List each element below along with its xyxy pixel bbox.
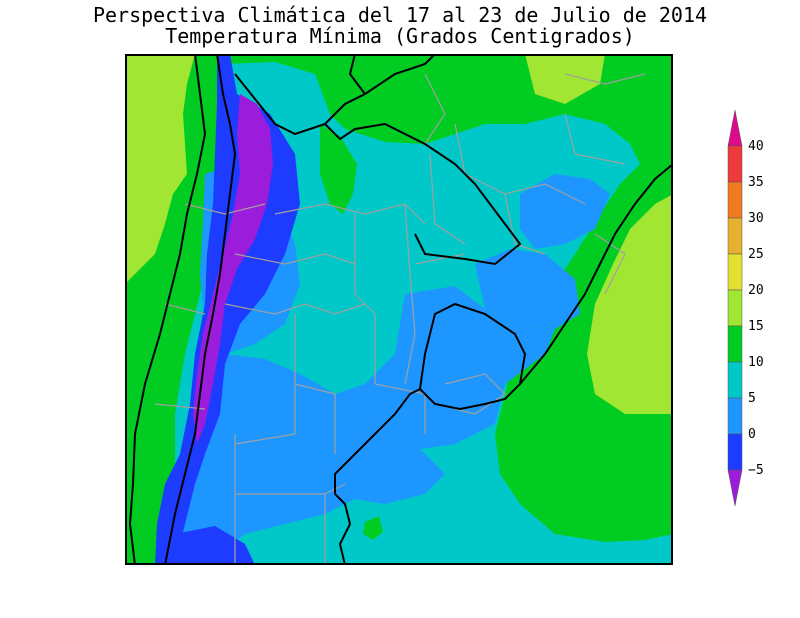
border-chile-argentina	[164, 54, 237, 565]
map-title: Perspectiva Climática del 17 al 23 de Ju…	[92, 3, 708, 27]
colorbar-bin	[727, 469, 743, 507]
colorbar-bin	[727, 433, 743, 471]
zone-light-blue-north	[520, 174, 610, 249]
border-bolivia-brazil	[348, 54, 366, 95]
colorbar-label: 20	[748, 283, 764, 298]
zone-green-inland	[320, 124, 357, 214]
border-paraguay	[324, 122, 522, 266]
colorbar-label: 25	[748, 247, 764, 262]
zone-light-green-north	[525, 54, 605, 104]
zone-purple	[193, 94, 273, 444]
colorbar-bin	[727, 109, 743, 147]
colorbar-bin	[727, 397, 743, 435]
colorbar-label: 40	[748, 139, 764, 154]
coast-pacific	[128, 54, 207, 565]
colorbar-bin	[727, 325, 743, 363]
colorbar-bin	[727, 145, 743, 183]
colorbar-bin	[727, 217, 743, 255]
zone-light-green-atlantic	[587, 194, 673, 414]
country-borders	[128, 54, 673, 565]
zone-light-blue-uy	[470, 374, 500, 409]
zone-light-blue-center	[335, 286, 555, 449]
colorbar-bin	[727, 181, 743, 219]
zone-green-patagonia	[363, 516, 383, 540]
zone-light-blue-patagonia	[175, 354, 445, 565]
zone-blue-south	[165, 526, 255, 565]
map-frame	[125, 54, 673, 565]
colorbar-label: 30	[748, 211, 764, 226]
colorbar: 40 35 30 25 20 15 10 5 0 −5	[727, 109, 764, 507]
colorbar-label: −5	[748, 463, 764, 478]
colorbar-label: 0	[748, 427, 756, 442]
colorbar-bin	[727, 289, 743, 327]
temperature-map	[125, 54, 673, 565]
colorbar-label: 5	[748, 391, 756, 406]
colorbar-label: 35	[748, 175, 764, 190]
zone-light-blue-east	[475, 249, 580, 329]
province-borders	[154, 73, 646, 565]
colorbar-label: 15	[748, 319, 764, 334]
colorbar-label: 10	[748, 355, 764, 370]
map-subtitle: Temperatura Mínima (Grados Centigrados)	[165, 24, 635, 48]
coast-atlantic-argentina	[334, 388, 421, 565]
coast-atlantic-brazil	[519, 163, 673, 385]
colorbar-bin	[727, 253, 743, 291]
zone-light-green-pacific	[125, 54, 195, 284]
border-bolivia	[234, 63, 426, 136]
colorbar-bin	[727, 361, 743, 399]
